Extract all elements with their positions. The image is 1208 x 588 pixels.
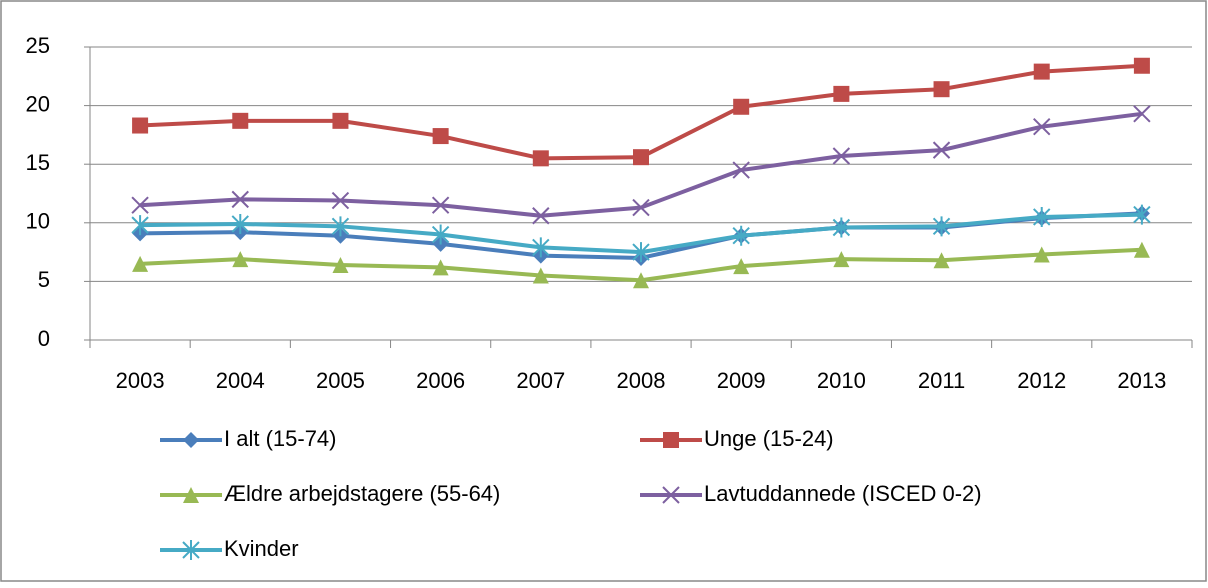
- series: [131, 105, 1151, 225]
- marker: [532, 207, 550, 225]
- marker: [331, 216, 350, 237]
- series: [131, 204, 1151, 263]
- x-tick-label: 2013: [1117, 368, 1166, 393]
- legend-label: Ældre arbejdstagere (55-64): [224, 481, 500, 506]
- marker: [183, 487, 199, 503]
- marker: [183, 432, 199, 448]
- marker: [732, 161, 750, 179]
- marker: [532, 237, 550, 258]
- y-tick-label: 15: [26, 150, 50, 175]
- y-tick-label: 25: [26, 33, 50, 58]
- marker: [532, 150, 549, 167]
- marker: [1033, 206, 1051, 227]
- legend-label: Unge (15-24): [704, 426, 834, 451]
- marker: [182, 540, 200, 560]
- marker: [832, 217, 851, 238]
- x-tick-label: 2008: [617, 368, 666, 393]
- legend-label: I alt (15-74): [224, 426, 337, 451]
- marker: [231, 190, 249, 209]
- marker: [1133, 241, 1150, 258]
- marker: [1033, 117, 1051, 136]
- marker: [332, 256, 349, 273]
- marker: [1133, 57, 1150, 74]
- marker: [432, 128, 449, 145]
- marker: [832, 147, 851, 165]
- marker: [332, 112, 349, 129]
- x-tick-label: 2004: [216, 368, 265, 393]
- legend-label: Lavtuddannede (ISCED 0-2): [704, 481, 982, 506]
- x-tick-label: 2003: [116, 368, 165, 393]
- marker: [933, 252, 950, 269]
- x-tick-label: 2009: [717, 368, 766, 393]
- marker: [131, 196, 149, 214]
- marker: [933, 81, 950, 98]
- marker: [432, 259, 449, 276]
- marker: [331, 191, 350, 210]
- marker: [633, 272, 649, 289]
- y-tick-label: 0: [38, 326, 50, 351]
- marker: [733, 258, 750, 275]
- marker: [632, 242, 650, 263]
- marker: [662, 486, 680, 504]
- marker: [932, 141, 951, 159]
- y-tick-label: 20: [26, 91, 50, 116]
- series: [132, 57, 1150, 167]
- x-tick-label: 2011: [918, 368, 965, 393]
- marker: [663, 432, 679, 448]
- marker: [132, 117, 149, 134]
- y-tick-label: 10: [26, 209, 50, 234]
- marker: [733, 98, 750, 115]
- marker: [132, 255, 149, 272]
- marker: [231, 213, 249, 234]
- x-tick-label: 2012: [1017, 368, 1066, 393]
- x-tick-label: 2010: [817, 368, 866, 393]
- legend-label: Kvinder: [224, 536, 299, 561]
- marker: [232, 112, 249, 129]
- marker: [532, 267, 549, 284]
- marker: [633, 149, 649, 166]
- marker: [431, 196, 450, 214]
- series: [132, 241, 1150, 289]
- marker: [1133, 105, 1151, 123]
- marker: [833, 85, 850, 102]
- marker: [232, 251, 249, 268]
- y-tick-label: 5: [38, 267, 50, 292]
- marker: [833, 251, 850, 268]
- marker: [131, 215, 149, 236]
- x-tick-label: 2006: [416, 368, 465, 393]
- x-tick-label: 2007: [516, 368, 565, 393]
- marker: [1033, 246, 1050, 263]
- marker: [431, 224, 450, 245]
- marker: [1133, 204, 1151, 225]
- marker: [1033, 63, 1050, 80]
- x-tick-label: 2005: [316, 368, 365, 393]
- marker: [632, 198, 650, 217]
- marker: [932, 216, 951, 237]
- marker: [732, 225, 750, 246]
